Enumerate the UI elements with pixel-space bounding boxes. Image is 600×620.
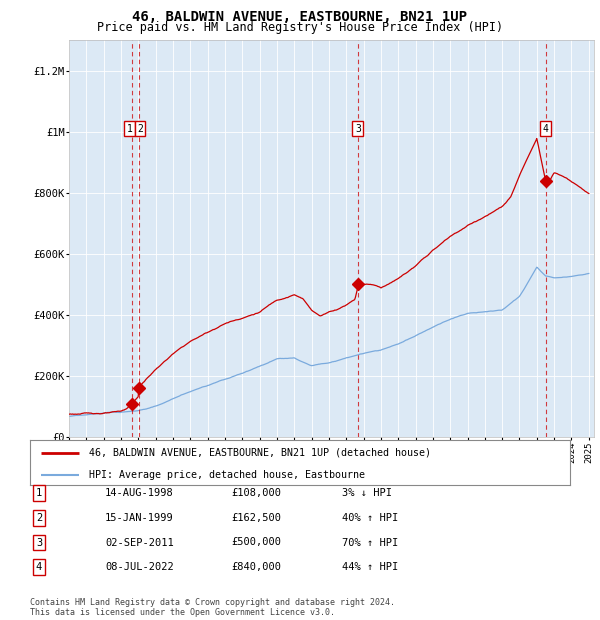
Text: 3% ↓ HPI: 3% ↓ HPI [342,488,392,498]
Text: 02-SEP-2011: 02-SEP-2011 [105,538,174,547]
Text: This data is licensed under the Open Government Licence v3.0.: This data is licensed under the Open Gov… [30,608,335,617]
Text: Contains HM Land Registry data © Crown copyright and database right 2024.: Contains HM Land Registry data © Crown c… [30,598,395,607]
Text: 4: 4 [543,124,549,134]
Text: 70% ↑ HPI: 70% ↑ HPI [342,538,398,547]
Text: 08-JUL-2022: 08-JUL-2022 [105,562,174,572]
Text: 2: 2 [137,124,143,134]
Text: 1: 1 [36,488,42,498]
Text: 40% ↑ HPI: 40% ↑ HPI [342,513,398,523]
Text: 46, BALDWIN AVENUE, EASTBOURNE, BN21 1UP (detached house): 46, BALDWIN AVENUE, EASTBOURNE, BN21 1UP… [89,448,431,458]
Text: £108,000: £108,000 [231,488,281,498]
Text: Price paid vs. HM Land Registry's House Price Index (HPI): Price paid vs. HM Land Registry's House … [97,21,503,34]
Text: HPI: Average price, detached house, Eastbourne: HPI: Average price, detached house, East… [89,470,365,480]
Text: £500,000: £500,000 [231,538,281,547]
Text: 44% ↑ HPI: 44% ↑ HPI [342,562,398,572]
Text: £840,000: £840,000 [231,562,281,572]
Text: 3: 3 [355,124,361,134]
Text: 14-AUG-1998: 14-AUG-1998 [105,488,174,498]
Text: 46, BALDWIN AVENUE, EASTBOURNE, BN21 1UP: 46, BALDWIN AVENUE, EASTBOURNE, BN21 1UP [133,10,467,24]
Text: 3: 3 [36,538,42,547]
Text: 4: 4 [36,562,42,572]
Text: 15-JAN-1999: 15-JAN-1999 [105,513,174,523]
Text: £162,500: £162,500 [231,513,281,523]
Text: 1: 1 [127,124,133,134]
Text: 2: 2 [36,513,42,523]
